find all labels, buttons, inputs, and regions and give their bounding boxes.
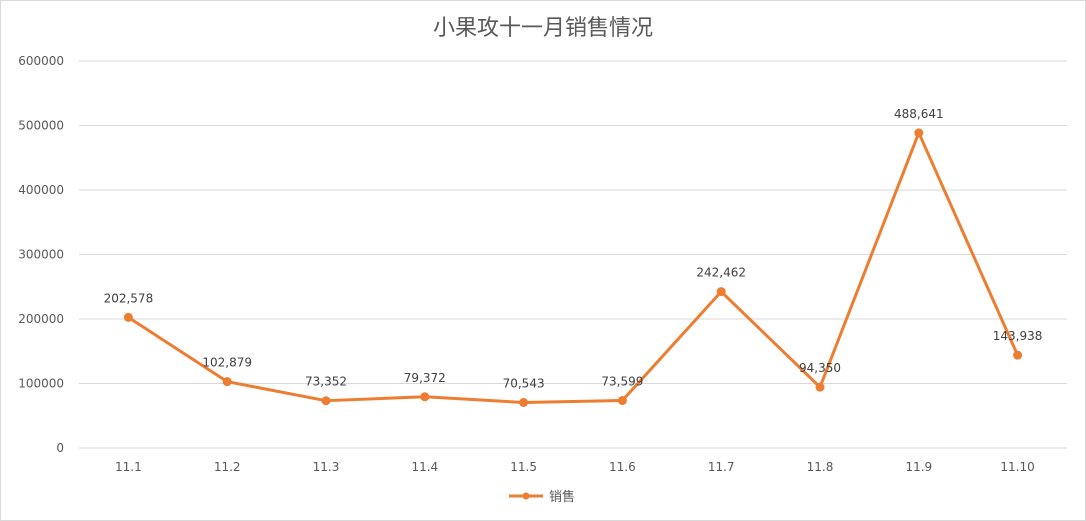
- data-label: 94,350: [799, 361, 841, 375]
- y-tick-label: 500000: [18, 119, 64, 133]
- data-point: [420, 392, 430, 402]
- data-point: [1013, 350, 1023, 360]
- data-label: 102,879: [202, 356, 252, 370]
- data-point: [222, 377, 232, 387]
- y-tick-label: 300000: [18, 248, 64, 262]
- y-tick-label: 0: [56, 441, 64, 455]
- series-layer: 202,578 102,879 73,352 79,372 70,543 73,599 24…: [104, 107, 1043, 407]
- data-label: 73,599: [601, 375, 643, 389]
- data-point: [716, 287, 726, 297]
- x-tick-label: 11.9: [905, 460, 932, 474]
- data-point: [815, 382, 825, 392]
- data-point: [617, 396, 627, 406]
- y-tick-label: 600000: [18, 54, 64, 68]
- data-point: [123, 312, 133, 322]
- x-tick-label: 11.5: [510, 460, 537, 474]
- data-point: [914, 128, 924, 138]
- y-axis-ticks: 0 100000 200000 300000 400000 500000 600000: [18, 54, 64, 455]
- data-label: 79,372: [404, 371, 446, 385]
- x-tick-label: 11.2: [214, 460, 241, 474]
- legend-label: 销售: [549, 489, 575, 505]
- series-line: [126, 131, 1020, 404]
- legend: 销售: [509, 489, 575, 505]
- chart-title: 小果攻十一月销售情况: [433, 16, 653, 41]
- y-tick-label: 200000: [18, 312, 64, 326]
- x-tick-label: 11.10: [1000, 460, 1034, 474]
- x-tick-label: 11.7: [708, 460, 735, 474]
- data-label: 70,543: [503, 376, 545, 390]
- legend-swatch-marker: [522, 492, 530, 500]
- y-tick-label: 100000: [18, 377, 64, 391]
- data-point: [519, 397, 529, 407]
- x-tick-label: 11.1: [115, 460, 142, 474]
- data-point: [321, 396, 331, 406]
- y-tick-label: 400000: [18, 183, 64, 197]
- data-label: 488,641: [894, 107, 944, 121]
- data-label: 143,938: [993, 329, 1043, 343]
- data-label: 242,462: [696, 266, 746, 280]
- data-label: 73,352: [305, 375, 347, 389]
- x-tick-label: 11.3: [313, 460, 340, 474]
- x-tick-label: 11.4: [411, 460, 438, 474]
- x-tick-label: 11.8: [807, 460, 834, 474]
- x-tick-label: 11.6: [609, 460, 636, 474]
- x-axis-ticks: 11.1 11.2 11.3 11.4 11.5 11.6 11.7 11.8 11.9 11.1…: [115, 460, 1035, 474]
- data-label: 202,578: [104, 291, 154, 305]
